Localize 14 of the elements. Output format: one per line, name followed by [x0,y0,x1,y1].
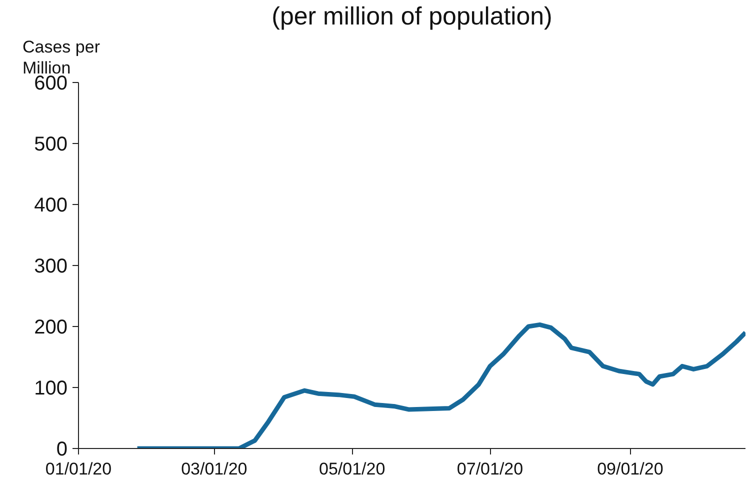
y-tick-label: 300 [34,256,68,278]
x-tick-label: 01/01/20 [45,460,112,478]
x-tick-label: 03/01/20 [181,460,248,478]
y-tick-label: 100 [34,378,68,400]
y-tick-label: 500 [34,134,68,156]
x-tick-label: 05/01/20 [318,460,386,478]
line-series [135,322,746,448]
y-tick-label: 600 [34,72,68,94]
y-tick-label: 400 [34,194,68,216]
x-tick-label: 07/01/20 [456,460,524,478]
chart-title: (per million of population) [272,2,552,30]
y-tick-label: 0 [56,438,68,460]
y-tick-label: 200 [34,316,68,338]
x-tick-label: 09/01/20 [597,460,664,478]
